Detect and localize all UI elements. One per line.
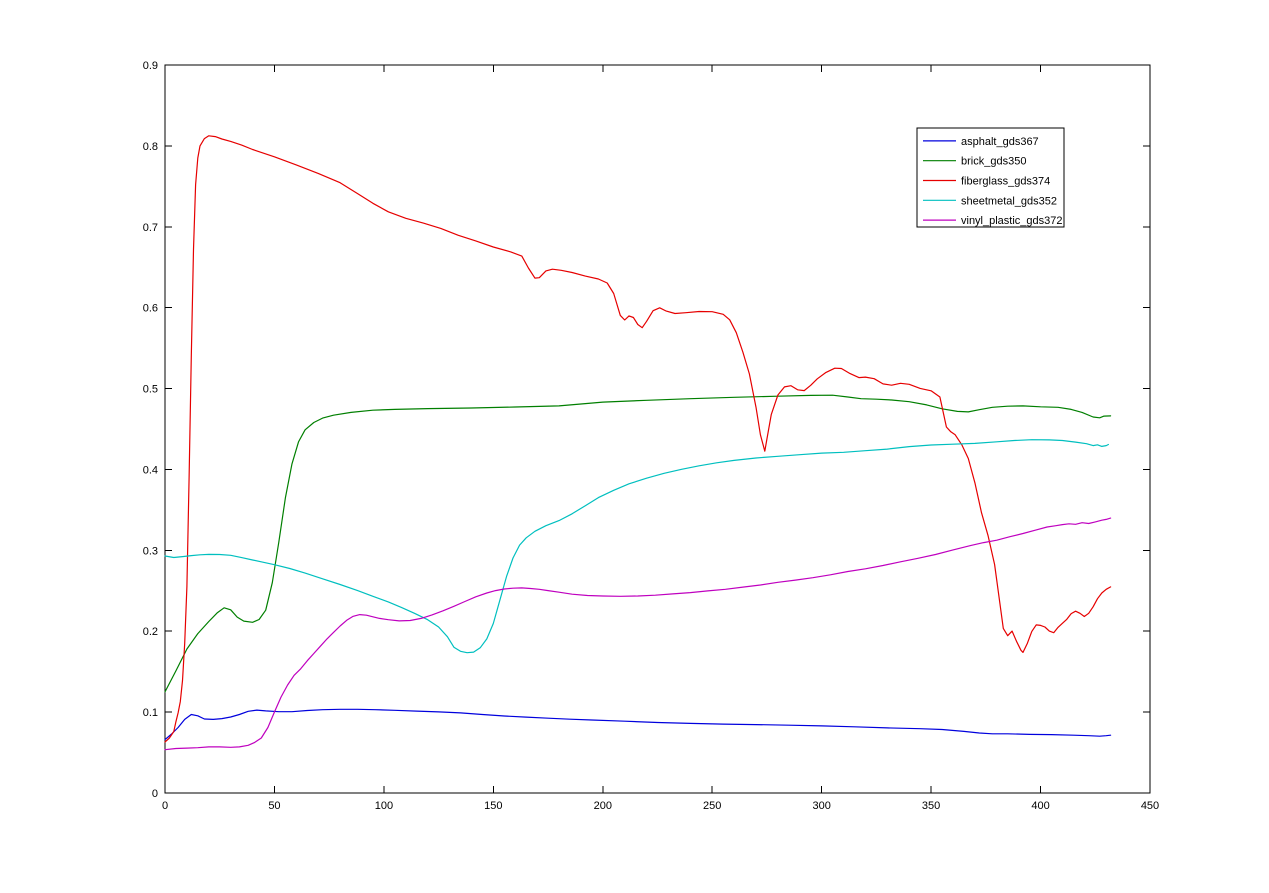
series-sheetmetal_gds352 [164,439,1110,654]
y-tick-label: 0.1 [143,707,158,719]
series-asphalt_gds367 [164,708,1112,741]
series-fiberglass_gds374 [164,135,1112,743]
legend-label-asphalt_gds367: asphalt_gds367 [961,136,1039,148]
y-tick-label: 0.6 [143,303,158,315]
x-tick-label: 200 [594,800,612,812]
y-tick-label: 0.3 [143,545,158,557]
series-vinyl_plastic_gds372 [164,517,1112,751]
x-tick-label: 0 [162,800,168,812]
x-tick-label: 100 [375,800,393,812]
y-tick-label: 0.4 [143,464,158,476]
legend-label-sheetmetal_gds352: sheetmetal_gds352 [961,195,1057,207]
y-tick-label: 0.7 [143,222,158,234]
y-tick-label: 0.5 [143,384,158,396]
legend-box [916,127,1065,228]
y-tick-label: 0 [152,788,158,800]
y-tick-label: 0.9 [143,60,158,72]
legend-label-fiberglass_gds374: fiberglass_gds374 [961,176,1050,188]
x-tick-label: 250 [703,800,721,812]
x-tick-label: 400 [1031,800,1049,812]
plot-area-border [164,64,1151,794]
x-tick-label: 50 [268,800,280,812]
x-tick-label: 450 [1141,800,1159,812]
legend-label-brick_gds350: brick_gds350 [961,156,1026,168]
y-tick-label: 0.2 [143,626,158,638]
x-tick-label: 350 [922,800,940,812]
legend-label-vinyl_plastic_gds372: vinyl_plastic_gds372 [961,215,1063,227]
series-brick_gds350 [164,394,1112,693]
x-tick-label: 300 [812,800,830,812]
y-tick-label: 0.8 [143,141,158,153]
x-tick-label: 150 [484,800,502,812]
